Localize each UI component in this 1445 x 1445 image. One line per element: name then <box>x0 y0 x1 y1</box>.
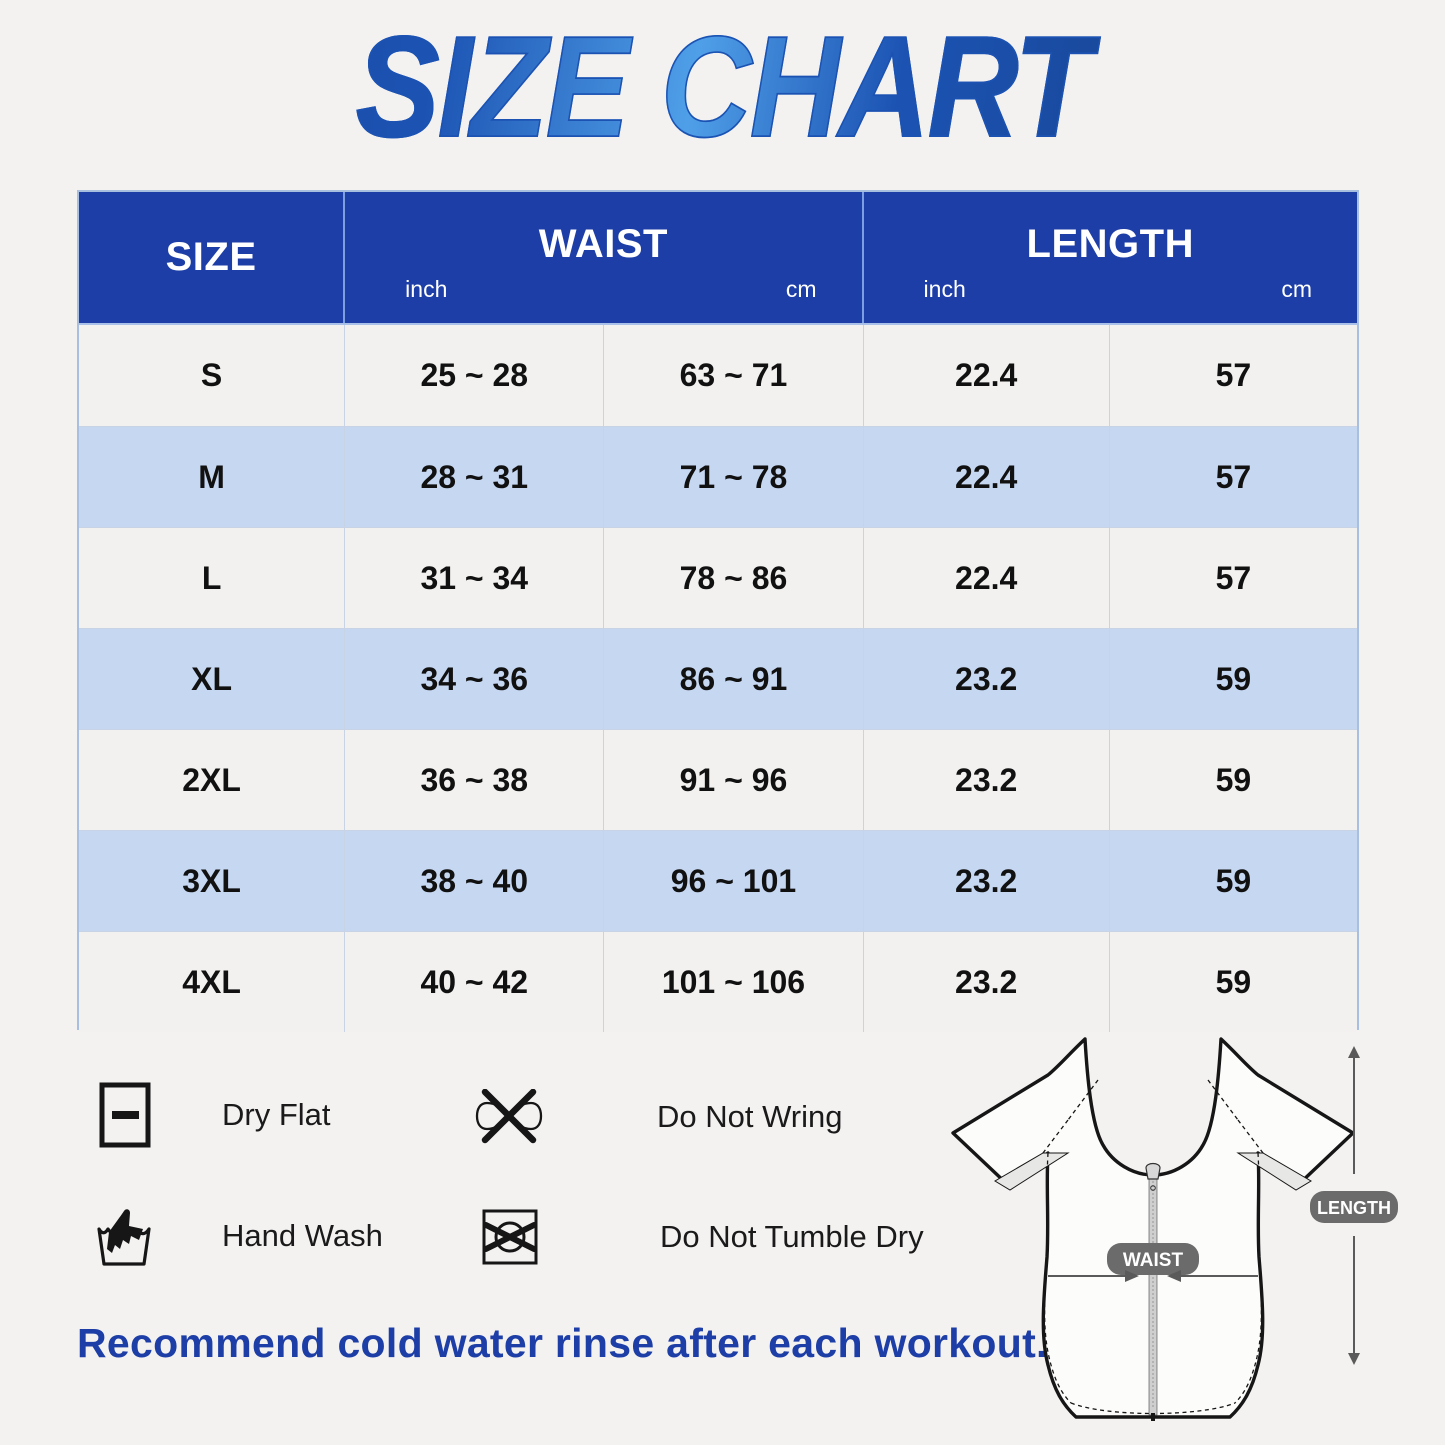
svg-text:LENGTH: LENGTH <box>1317 1198 1391 1218</box>
svg-text:WAIST: WAIST <box>1123 1250 1184 1271</box>
